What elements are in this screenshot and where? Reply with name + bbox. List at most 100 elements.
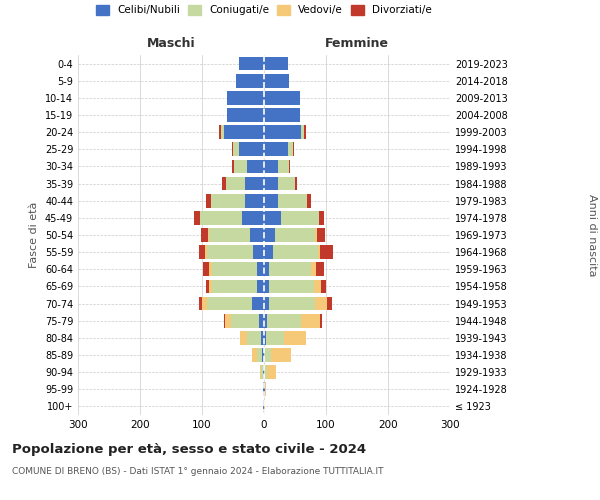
Bar	[281, 211, 319, 224]
Bar	[267, 366, 277, 379]
Bar	[259, 314, 264, 328]
Bar	[326, 296, 332, 310]
Bar	[253, 246, 264, 259]
Bar	[264, 314, 267, 328]
Text: COMUNE DI BRENO (BS) - Dati ISTAT 1° gennaio 2024 - Elaborazione TUTTITALIA.IT: COMUNE DI BRENO (BS) - Dati ISTAT 1° gen…	[12, 468, 383, 476]
Bar	[242, 211, 264, 224]
Bar	[289, 160, 290, 173]
Bar	[245, 194, 264, 207]
Bar	[264, 160, 278, 173]
Bar	[257, 262, 264, 276]
Bar	[212, 280, 257, 293]
Bar	[247, 331, 261, 344]
Bar	[207, 296, 251, 310]
Bar	[263, 382, 264, 396]
Bar	[274, 246, 318, 259]
Bar	[266, 331, 284, 344]
Bar	[247, 160, 264, 173]
Bar	[267, 314, 301, 328]
Bar	[264, 382, 265, 396]
Bar	[264, 348, 271, 362]
Bar	[252, 348, 257, 362]
Bar	[202, 296, 207, 310]
Bar	[301, 126, 304, 139]
Bar	[278, 160, 289, 173]
Bar	[319, 211, 323, 224]
Bar	[301, 314, 320, 328]
Bar	[264, 56, 287, 70]
Bar	[227, 91, 264, 104]
Bar	[261, 366, 263, 379]
Bar	[206, 194, 211, 207]
Bar	[264, 91, 300, 104]
Bar	[264, 331, 266, 344]
Bar	[321, 280, 326, 293]
Bar	[194, 211, 200, 224]
Bar	[208, 228, 209, 242]
Bar	[264, 246, 274, 259]
Bar	[212, 262, 257, 276]
Bar	[316, 262, 323, 276]
Bar	[307, 194, 311, 207]
Bar	[287, 142, 293, 156]
Bar	[209, 280, 212, 293]
Bar	[284, 331, 306, 344]
Bar	[209, 262, 212, 276]
Bar	[240, 331, 247, 344]
Bar	[209, 228, 250, 242]
Bar	[211, 194, 245, 207]
Bar	[278, 176, 295, 190]
Bar	[260, 366, 261, 379]
Bar	[264, 400, 265, 413]
Y-axis label: Fasce di età: Fasce di età	[29, 202, 39, 268]
Bar	[239, 142, 264, 156]
Bar	[314, 280, 321, 293]
Bar	[199, 296, 202, 310]
Bar	[262, 348, 264, 362]
Bar	[206, 280, 209, 293]
Bar	[318, 246, 320, 259]
Bar	[234, 160, 247, 173]
Bar	[223, 176, 226, 190]
Bar	[264, 366, 267, 379]
Bar	[269, 296, 316, 310]
Bar	[264, 126, 301, 139]
Bar	[232, 142, 233, 156]
Bar	[257, 280, 264, 293]
Bar	[200, 211, 242, 224]
Bar	[264, 280, 269, 293]
Bar	[207, 246, 253, 259]
Bar	[225, 314, 231, 328]
Bar	[221, 126, 224, 139]
Bar	[269, 262, 311, 276]
Bar	[263, 366, 264, 379]
Bar	[205, 246, 207, 259]
Text: Anni di nascita: Anni di nascita	[587, 194, 597, 276]
Bar	[317, 228, 325, 242]
Bar	[257, 348, 262, 362]
Bar	[239, 56, 264, 70]
Bar	[264, 262, 269, 276]
Bar	[264, 211, 281, 224]
Bar	[224, 126, 264, 139]
Text: Femmine: Femmine	[325, 37, 389, 50]
Bar	[295, 176, 297, 190]
Bar	[224, 314, 225, 328]
Bar	[263, 400, 264, 413]
Bar	[293, 142, 294, 156]
Bar	[245, 176, 264, 190]
Bar	[261, 331, 264, 344]
Bar	[264, 194, 278, 207]
Legend: Celibi/Nubili, Coniugati/e, Vedovi/e, Divorziati/e: Celibi/Nubili, Coniugati/e, Vedovi/e, Di…	[96, 5, 432, 15]
Bar	[264, 142, 287, 156]
Bar	[232, 160, 234, 173]
Bar	[311, 262, 316, 276]
Bar	[250, 228, 264, 242]
Bar	[264, 74, 289, 88]
Bar	[264, 176, 278, 190]
Bar	[231, 314, 259, 328]
Bar	[264, 108, 300, 122]
Text: Popolazione per età, sesso e stato civile - 2024: Popolazione per età, sesso e stato civil…	[12, 442, 366, 456]
Bar	[236, 74, 264, 88]
Bar	[320, 314, 322, 328]
